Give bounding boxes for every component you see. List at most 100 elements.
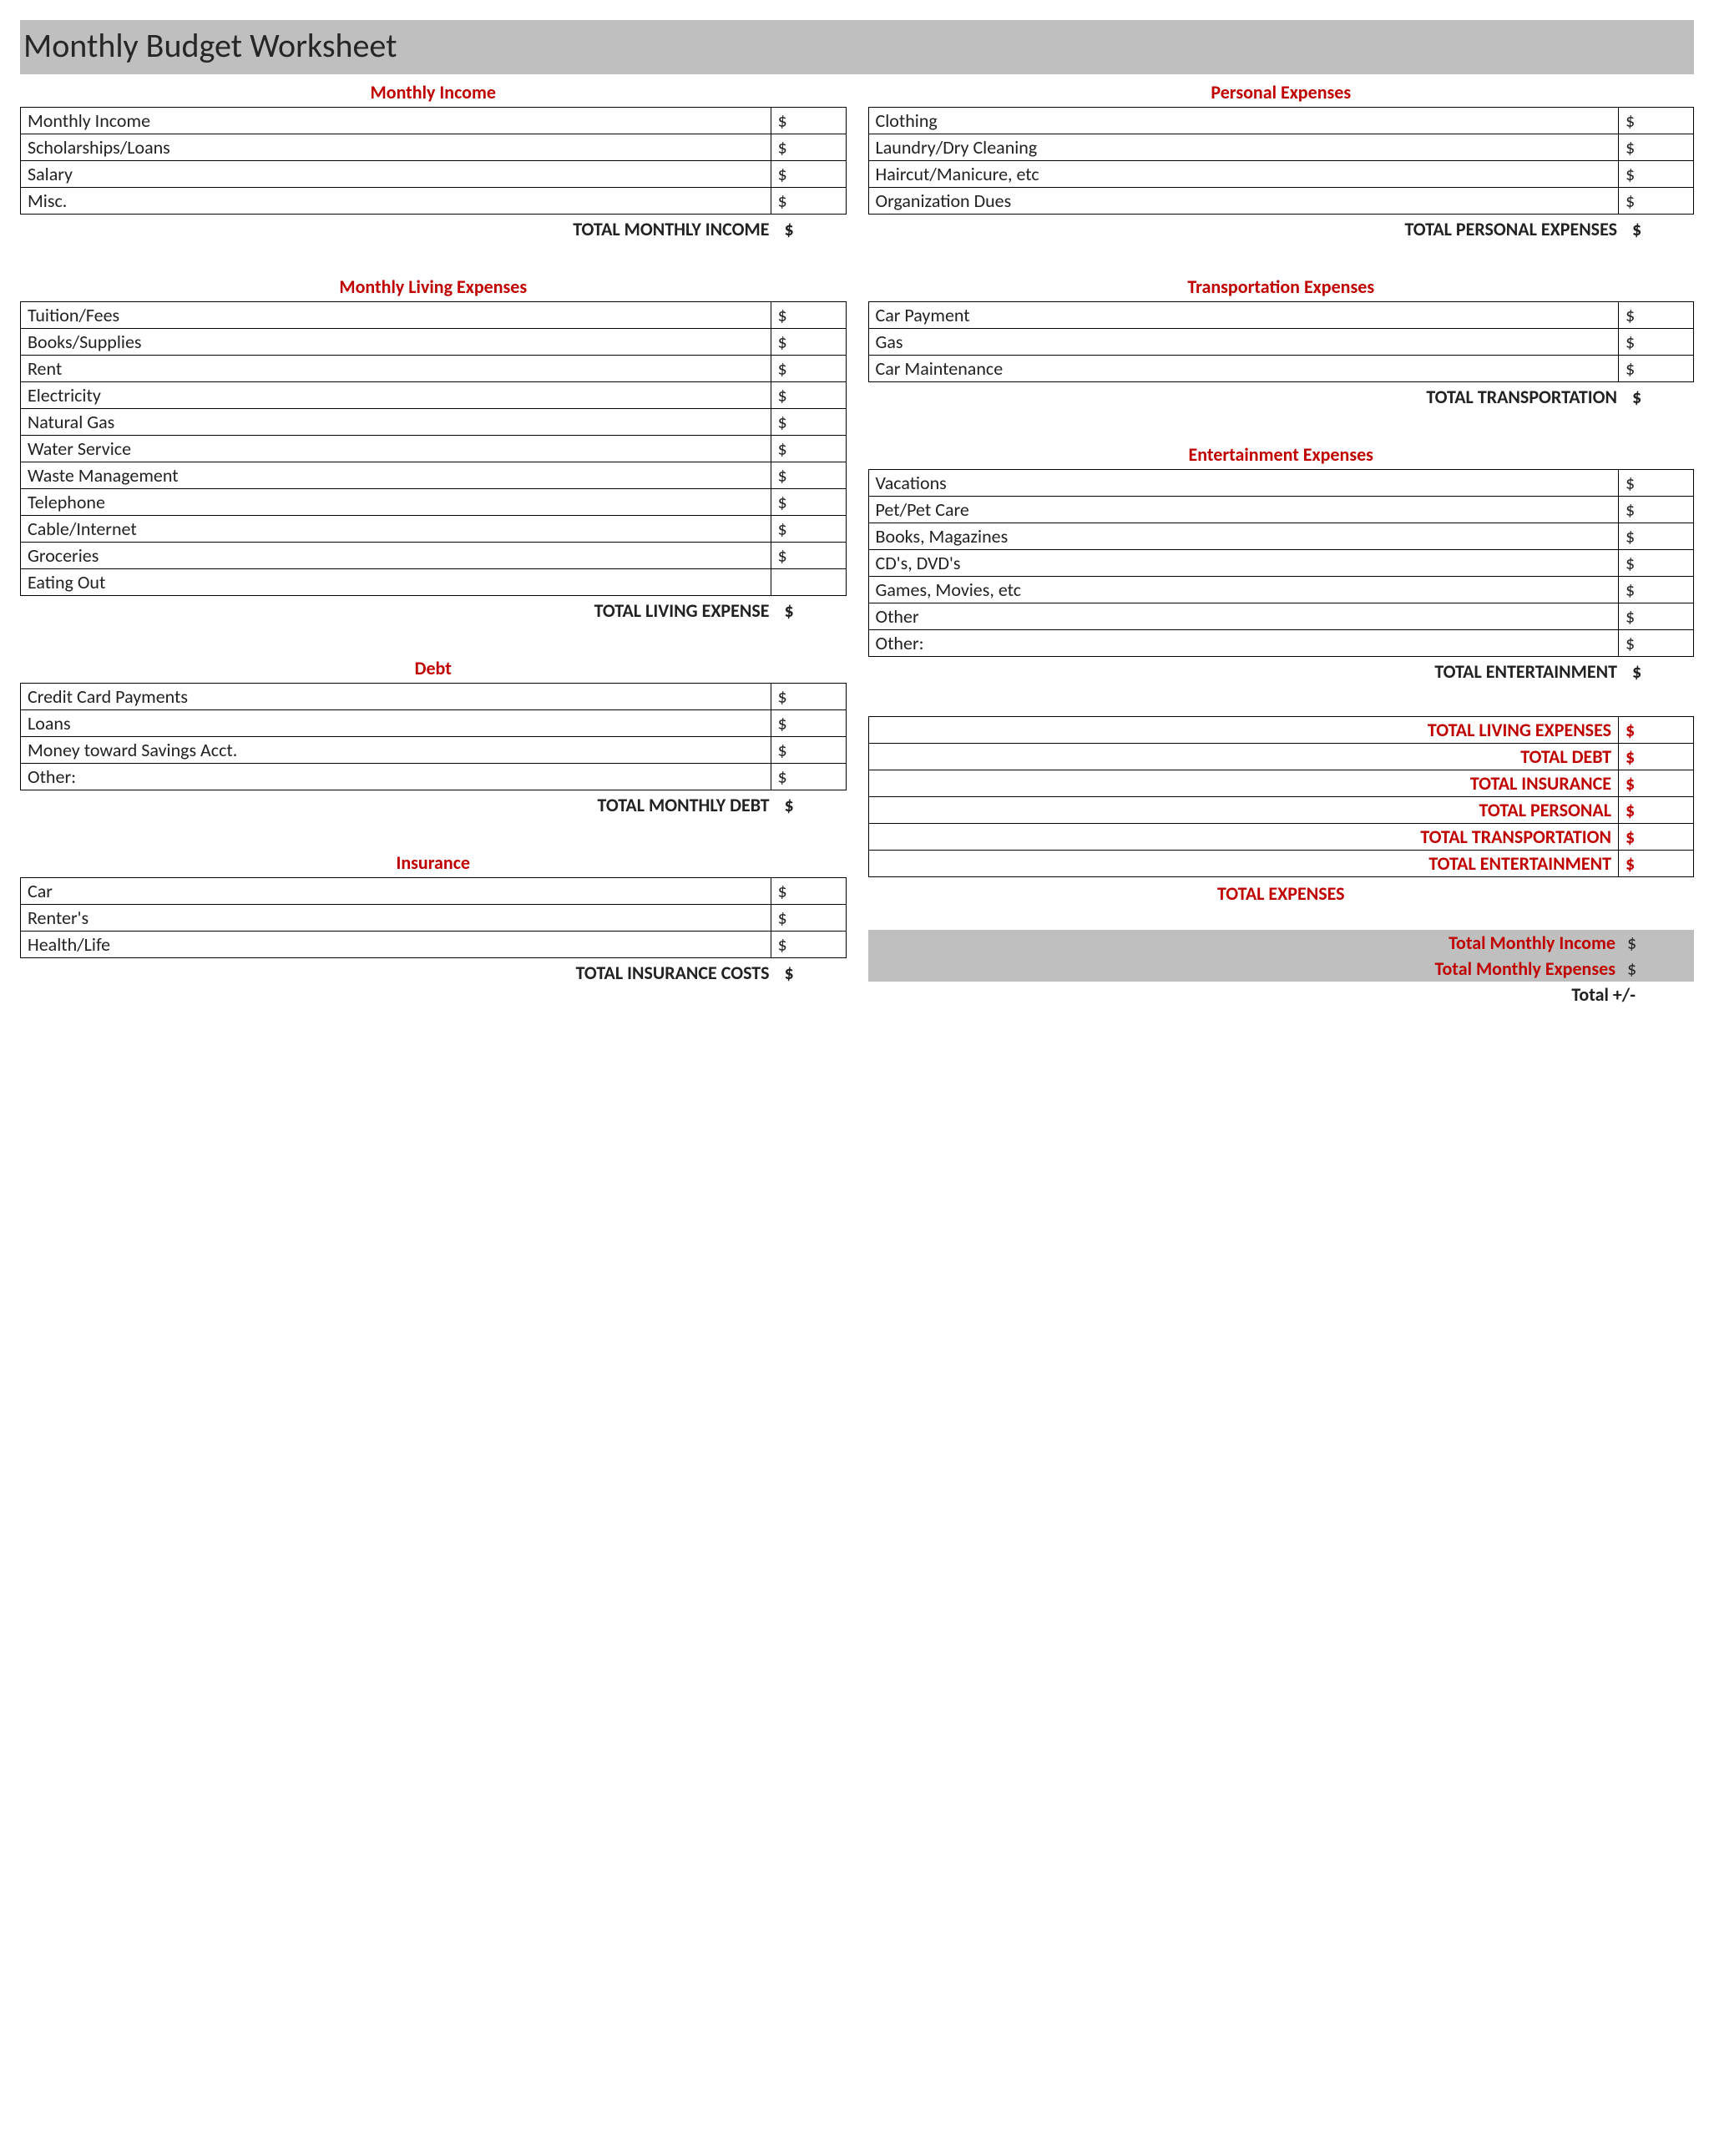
row-label: Clothing [868, 108, 1619, 134]
table-row: Other:$ [21, 764, 847, 790]
total-amount: $ [1627, 660, 1694, 683]
row-amount[interactable]: $ [771, 302, 846, 329]
table-row: Rent$ [21, 356, 847, 382]
table-row: Other:$ [868, 630, 1694, 657]
row-label: Groceries [21, 543, 771, 569]
row-amount[interactable]: $ [1619, 630, 1694, 657]
total-amount: $ [780, 962, 847, 984]
table-row: Groceries$ [21, 543, 847, 569]
row-amount[interactable]: $ [1619, 108, 1694, 134]
summary-label: TOTAL ENTERTAINMENT [868, 851, 1619, 877]
total-expenses-label: TOTAL EXPENSES [868, 877, 1695, 927]
row-amount[interactable]: $ [1619, 188, 1694, 215]
summary-amount: $ [1619, 824, 1694, 851]
summary-row: TOTAL DEBT$ [868, 744, 1694, 770]
section-debt: Debt Credit Card Payments$ Loans$ Money … [20, 655, 847, 816]
row-amount[interactable]: $ [771, 356, 846, 382]
total-label: TOTAL TRANSPORTATION [1426, 386, 1617, 408]
table-row: Haircut/Manicure, etc$ [868, 161, 1694, 188]
row-amount[interactable]: $ [1619, 577, 1694, 603]
row-label: Tuition/Fees [21, 302, 771, 329]
row-label: Laundry/Dry Cleaning [868, 134, 1619, 161]
table-row: Clothing$ [868, 108, 1694, 134]
total-amount: $ [780, 794, 847, 816]
final-expenses-label: Total Monthly Expenses [1434, 957, 1615, 980]
row-amount[interactable]: $ [771, 737, 846, 764]
row-amount[interactable]: $ [1619, 550, 1694, 577]
row-amount[interactable]: $ [771, 161, 846, 188]
left-column: Monthly Income Monthly Income$ Scholarsh… [20, 79, 847, 1017]
table-row: Organization Dues$ [868, 188, 1694, 215]
row-amount[interactable]: $ [771, 932, 846, 958]
section-living: Monthly Living Expenses Tuition/Fees$ Bo… [20, 274, 847, 622]
row-amount[interactable]: $ [1619, 329, 1694, 356]
section-personal: Personal Expenses Clothing$ Laundry/Dry … [868, 79, 1695, 240]
row-label: Pet/Pet Care [868, 497, 1619, 523]
table-row: Car Maintenance$ [868, 356, 1694, 382]
row-amount[interactable]: $ [771, 188, 846, 215]
heading-debt: Debt [20, 655, 847, 683]
row-amount[interactable]: $ [1619, 523, 1694, 550]
total-personal: TOTAL PERSONAL EXPENSES $ [868, 215, 1695, 240]
heading-income: Monthly Income [20, 79, 847, 107]
row-label: Credit Card Payments [21, 684, 771, 710]
row-amount[interactable]: $ [771, 905, 846, 932]
row-amount[interactable]: $ [771, 134, 846, 161]
table-row: Misc.$ [21, 188, 847, 215]
table-row: Scholarships/Loans$ [21, 134, 847, 161]
row-amount[interactable]: $ [1619, 134, 1694, 161]
table-transport: Car Payment$ Gas$ Car Maintenance$ [868, 301, 1695, 382]
row-amount[interactable]: $ [771, 684, 846, 710]
row-label: Electricity [21, 382, 771, 409]
row-label: Eating Out [21, 569, 771, 596]
row-amount[interactable]: $ [771, 462, 846, 489]
row-amount[interactable]: $ [771, 382, 846, 409]
row-label: Misc. [21, 188, 771, 215]
row-label: Car Payment [868, 302, 1619, 329]
row-amount[interactable]: $ [1619, 161, 1694, 188]
row-label: CD's, DVD's [868, 550, 1619, 577]
row-label: Salary [21, 161, 771, 188]
summary-row: TOTAL PERSONAL$ [868, 797, 1694, 824]
heading-living: Monthly Living Expenses [20, 274, 847, 301]
row-amount[interactable]: $ [1619, 356, 1694, 382]
total-transport: TOTAL TRANSPORTATION $ [868, 382, 1695, 408]
row-amount[interactable] [771, 569, 846, 596]
row-amount[interactable]: $ [771, 329, 846, 356]
summary-amount: $ [1619, 744, 1694, 770]
summary-amount: $ [1619, 851, 1694, 877]
total-label: TOTAL PERSONAL EXPENSES [1404, 218, 1617, 240]
final-income-label: Total Monthly Income [1449, 932, 1615, 954]
row-amount[interactable]: $ [771, 108, 846, 134]
final-income-row: Total Monthly Income $ [868, 930, 1695, 956]
table-row: Credit Card Payments$ [21, 684, 847, 710]
row-amount[interactable]: $ [771, 516, 846, 543]
summary-label: TOTAL LIVING EXPENSES [868, 717, 1619, 744]
row-label: Car Maintenance [868, 356, 1619, 382]
row-amount[interactable]: $ [771, 878, 846, 905]
table-row: Natural Gas$ [21, 409, 847, 436]
table-row: Water Service$ [21, 436, 847, 462]
table-row: Car Payment$ [868, 302, 1694, 329]
total-debt: TOTAL MONTHLY DEBT $ [20, 790, 847, 816]
row-amount[interactable]: $ [771, 436, 846, 462]
final-net-row: Total +/- [868, 982, 1695, 1006]
row-amount[interactable]: $ [1619, 603, 1694, 630]
row-amount[interactable]: $ [771, 710, 846, 737]
row-amount[interactable]: $ [771, 764, 846, 790]
row-amount[interactable]: $ [1619, 470, 1694, 497]
total-amount: $ [1627, 386, 1694, 408]
heading-entertainment: Entertainment Expenses [868, 442, 1695, 469]
row-label: Telephone [21, 489, 771, 516]
row-amount[interactable]: $ [1619, 497, 1694, 523]
section-entertainment: Entertainment Expenses Vacations$ Pet/Pe… [868, 442, 1695, 683]
row-amount[interactable]: $ [771, 543, 846, 569]
row-label: Other: [868, 630, 1619, 657]
total-label: TOTAL ENTERTAINMENT [1434, 660, 1617, 683]
row-label: Health/Life [21, 932, 771, 958]
row-amount[interactable]: $ [771, 409, 846, 436]
columns: Monthly Income Monthly Income$ Scholarsh… [20, 79, 1694, 1017]
row-amount[interactable]: $ [771, 489, 846, 516]
row-amount[interactable]: $ [1619, 302, 1694, 329]
table-row: Money toward Savings Acct.$ [21, 737, 847, 764]
